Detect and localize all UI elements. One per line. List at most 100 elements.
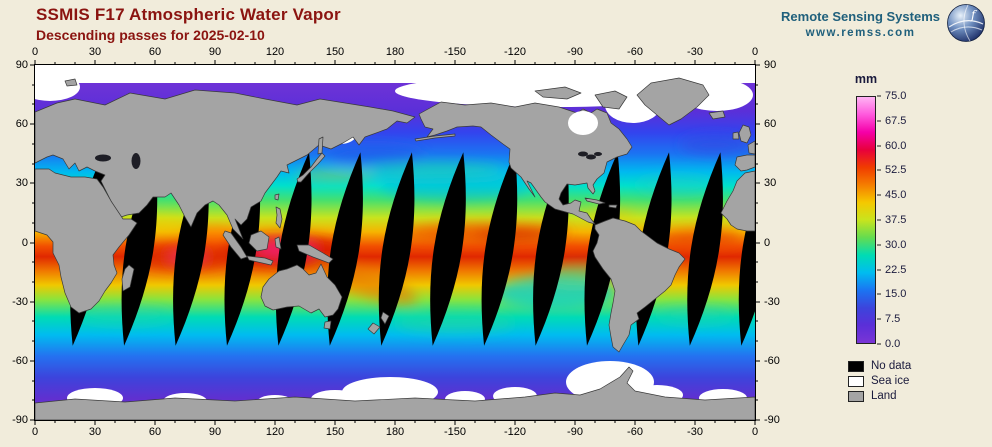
tick-mark xyxy=(30,123,34,125)
tick-mark xyxy=(32,202,34,204)
tick-mark xyxy=(32,399,34,401)
tick-label: -60 xyxy=(627,426,643,438)
tick-mark xyxy=(54,62,56,64)
lon-axis-top: 0 30 60 90 120 150 180 -150 -120 -90 -60 -30 0 xyxy=(32,46,758,59)
legend-swatch xyxy=(848,360,864,372)
tick-label: 30 xyxy=(764,177,777,190)
legend-item-sea-ice: Sea ice xyxy=(848,375,911,387)
landmass-svalbard xyxy=(64,78,78,87)
tick-mark xyxy=(634,60,636,64)
landmass-antarctica xyxy=(34,366,756,421)
tick-mark xyxy=(756,182,760,184)
tick-label: -90 xyxy=(567,46,583,58)
lat-axis-left: 90 60 30 0 -30 -60 -90 xyxy=(2,59,30,426)
tick-mark xyxy=(194,421,196,423)
tick-mark xyxy=(354,421,356,423)
tick-label: 0 xyxy=(751,426,759,438)
tick-mark xyxy=(654,421,656,423)
colorbar-tick-label: 15.0 xyxy=(885,288,907,301)
tick-mark xyxy=(534,421,536,423)
tick-label: 60 xyxy=(148,426,162,438)
tick-mark xyxy=(756,320,758,322)
tick-label: 150 xyxy=(325,426,345,438)
tick-mark xyxy=(32,380,34,382)
tick-label: 180 xyxy=(385,46,405,58)
landmass-eurasia xyxy=(34,89,416,240)
landmass-sakhalin xyxy=(317,136,324,155)
tick-mark xyxy=(694,60,696,64)
tick-label: 150 xyxy=(325,46,345,58)
colorbar-tick-mark xyxy=(877,343,881,345)
tick-mark xyxy=(414,421,416,423)
tick-mark xyxy=(174,62,176,64)
tick-mark xyxy=(194,62,196,64)
tick-mark xyxy=(32,103,34,105)
tick-mark xyxy=(32,84,34,86)
tick-mark xyxy=(30,301,34,303)
landmass-australia xyxy=(260,263,343,318)
tick-mark xyxy=(134,62,136,64)
tick-label: 60 xyxy=(764,118,777,131)
landmass-africa xyxy=(34,168,138,314)
tick-mark xyxy=(756,84,758,86)
tick-mark xyxy=(756,281,758,283)
landmass-baffin xyxy=(594,90,628,110)
tick-mark xyxy=(32,163,34,165)
tick-label: 60 xyxy=(15,118,28,131)
lon-tick-marks-top xyxy=(34,60,756,64)
tick-mark xyxy=(756,380,758,382)
tick-label: -30 xyxy=(687,426,703,438)
tick-mark xyxy=(30,182,34,184)
tick-mark xyxy=(354,62,356,64)
colorbar-tick-label: 52.5 xyxy=(885,164,907,177)
tick-mark xyxy=(614,421,616,423)
landmass-taiwan xyxy=(274,193,280,201)
tick-mark xyxy=(756,242,760,243)
lat-tick-marks-right xyxy=(756,64,760,421)
tick-label: 90 xyxy=(764,59,777,71)
tick-mark xyxy=(114,62,116,64)
legend-item-no-data: No data xyxy=(848,360,911,372)
landmass-sumatra xyxy=(222,230,248,260)
tick-mark xyxy=(394,421,396,425)
tick-label: 90 xyxy=(208,426,222,438)
tick-mark xyxy=(334,421,336,425)
landmass-new-zealand-north xyxy=(380,311,390,325)
colorbar-tick-mark xyxy=(877,318,881,320)
colorbar-tick-label: 7.5 xyxy=(885,313,901,326)
tick-mark xyxy=(756,64,760,66)
tick-mark xyxy=(32,340,34,342)
map-canvas xyxy=(20,65,786,421)
tick-mark xyxy=(32,222,34,224)
tick-mark xyxy=(634,421,636,425)
tick-mark xyxy=(134,421,136,423)
tick-mark xyxy=(274,60,276,64)
landmass-cuba xyxy=(584,197,606,205)
tick-mark xyxy=(654,62,656,64)
colorbar-units-label: mm xyxy=(854,72,878,86)
world-map xyxy=(20,64,786,421)
legend-item-land: Land xyxy=(848,390,911,402)
tick-mark xyxy=(394,60,396,64)
tick-mark xyxy=(114,421,116,423)
tick-mark xyxy=(756,399,758,401)
brand-url: www.remss.com xyxy=(805,27,916,39)
tick-label: 30 xyxy=(88,426,102,438)
tick-mark xyxy=(74,421,76,423)
legend-swatch xyxy=(848,375,864,387)
landmass-hispaniola xyxy=(608,204,618,209)
tick-mark xyxy=(94,60,96,64)
legend-label: No data xyxy=(871,360,912,372)
tick-mark xyxy=(32,143,34,145)
tick-mark xyxy=(254,62,256,64)
inland-seas xyxy=(95,151,602,169)
tick-label: -30 xyxy=(12,295,28,308)
tick-label: 0 xyxy=(21,236,28,249)
tick-mark xyxy=(234,62,236,64)
tick-mark xyxy=(756,222,758,224)
tick-label: -60 xyxy=(764,354,780,367)
tick-mark xyxy=(30,242,34,243)
colorbar-tick-mark xyxy=(877,120,881,122)
tick-mark xyxy=(434,421,436,423)
